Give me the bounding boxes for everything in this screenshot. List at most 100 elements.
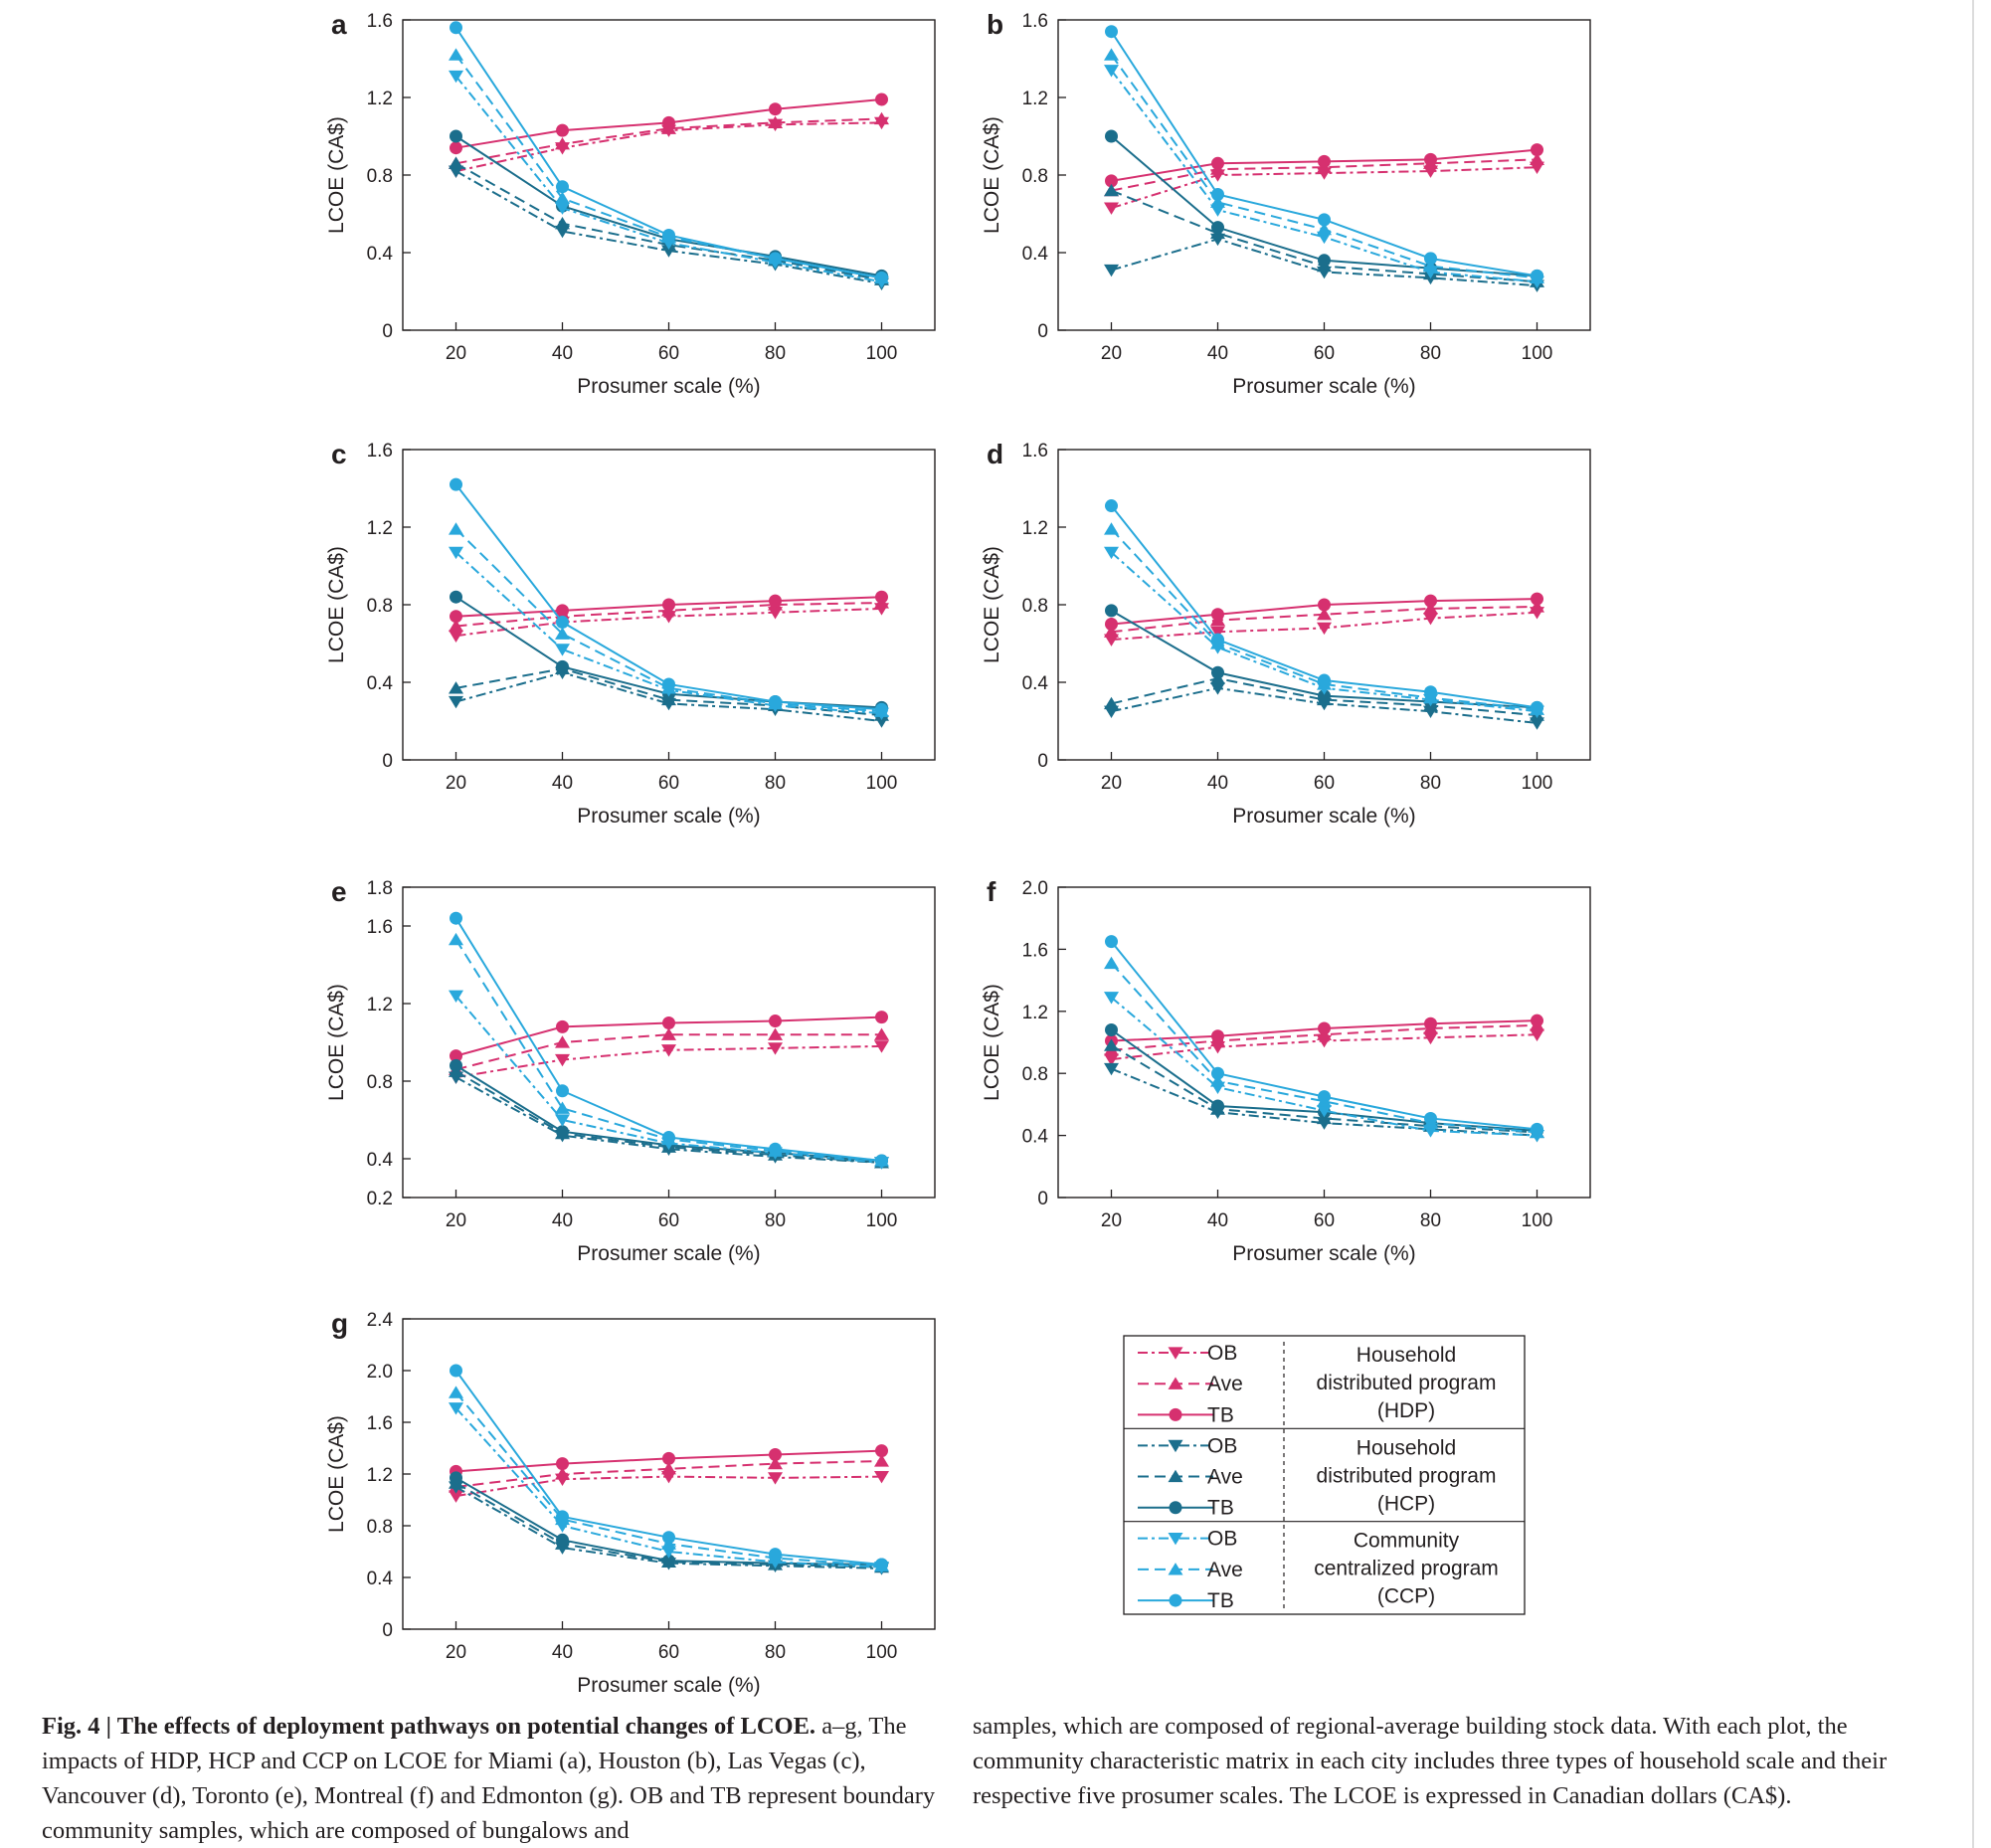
x-tick-label: 40 bbox=[552, 343, 573, 364]
chart-panel-f: f 0 0.4 0.8 1.2 1.6 2.0 20 40 60 80 100 Prosumer sca… bbox=[981, 876, 1591, 1265]
data-point-hcp-tb bbox=[556, 1125, 569, 1139]
data-point-hcp-ob bbox=[1210, 682, 1225, 695]
x-tick-label: 80 bbox=[1420, 1210, 1441, 1231]
y-tick-label: 1.2 bbox=[1022, 89, 1048, 109]
legend-marker-ccp-ob bbox=[1168, 1533, 1183, 1546]
data-point-ccp-ave bbox=[1423, 259, 1438, 273]
y-tick-label: 1.8 bbox=[367, 878, 393, 899]
data-point-hdp-ave bbox=[874, 111, 889, 125]
data-point-ccp-ob bbox=[1104, 992, 1119, 1005]
legend-marker-hdp-ob bbox=[1168, 1347, 1183, 1360]
y-tick-label: 1.6 bbox=[367, 1413, 393, 1434]
x-tick-label: 40 bbox=[1207, 1210, 1228, 1231]
data-point-hcp-tb bbox=[556, 1533, 569, 1547]
x-tick-label: 20 bbox=[446, 773, 466, 794]
data-point-ccp-tb bbox=[1424, 1111, 1437, 1125]
x-axis-label: Prosumer scale (%) bbox=[1232, 805, 1415, 828]
y-tick-label: 0.8 bbox=[367, 166, 393, 187]
y-tick-label: 0.4 bbox=[367, 1569, 394, 1589]
y-tick-label: 0.8 bbox=[1022, 596, 1048, 617]
data-point-hcp-ave bbox=[449, 681, 463, 694]
y-tick-label: 0 bbox=[1037, 321, 1048, 342]
y-tick-label: 0 bbox=[1037, 751, 1048, 772]
figure-caption-left: Fig. 4 | The effects of deployment pathw… bbox=[42, 1709, 937, 1848]
chart-panel-d: d 0 0.4 0.8 1.2 1.6 20 40 60 80 100 Prosumer scale … bbox=[981, 439, 1591, 828]
panel-label: c bbox=[331, 439, 347, 469]
data-point-ccp-ob bbox=[1104, 65, 1119, 78]
data-point-hdp-tb bbox=[1424, 594, 1437, 608]
panel-label: f bbox=[987, 876, 996, 907]
x-axis-label: Prosumer scale (%) bbox=[577, 1242, 760, 1265]
data-point-hdp-ob bbox=[874, 1040, 889, 1053]
data-point-ccp-tb bbox=[1105, 25, 1118, 39]
series-line-hcp-ave bbox=[1110, 1044, 1538, 1134]
series-line-hcp-ob bbox=[455, 671, 882, 722]
data-point-hdp-ob bbox=[1210, 626, 1225, 640]
x-tick-label: 40 bbox=[552, 1210, 573, 1231]
data-point-ccp-tb bbox=[450, 21, 462, 35]
data-point-hcp-ob bbox=[1104, 1062, 1119, 1076]
data-point-hdp-tb bbox=[450, 1049, 462, 1063]
data-point-hcp-tb bbox=[662, 1554, 675, 1568]
y-tick-label: 1.2 bbox=[367, 518, 393, 539]
data-point-ccp-tb bbox=[1531, 1122, 1543, 1136]
data-point-hdp-ob bbox=[874, 1470, 889, 1484]
data-point-ccp-tb bbox=[556, 180, 569, 194]
data-point-ccp-ob bbox=[449, 70, 463, 84]
x-tick-label: 60 bbox=[1314, 773, 1335, 794]
data-point-hdp-ob bbox=[661, 1044, 676, 1057]
data-point-ccp-tb bbox=[1424, 252, 1437, 266]
x-axis-label: Prosumer scale (%) bbox=[577, 805, 760, 828]
y-tick-label: 1.6 bbox=[1022, 441, 1048, 462]
x-tick-label: 100 bbox=[1522, 773, 1553, 794]
legend-group-description: distributed program bbox=[1317, 1372, 1497, 1394]
data-point-hcp-tb bbox=[1105, 604, 1118, 618]
caption-text-left: a–g, The impacts of HDP, HCP and CCP on … bbox=[42, 1713, 936, 1844]
data-point-hdp-tb bbox=[1318, 598, 1331, 612]
data-point-hdp-tb bbox=[556, 604, 569, 618]
x-tick-label: 20 bbox=[446, 1210, 466, 1231]
figure-caption-right: samples, which are composed of regional-… bbox=[973, 1709, 1888, 1813]
y-tick-label: 0.2 bbox=[367, 1189, 393, 1209]
legend-marker-hcp-ob bbox=[1168, 1439, 1183, 1453]
data-point-ccp-tb bbox=[769, 252, 782, 266]
data-point-ccp-ob bbox=[555, 202, 570, 215]
y-tick-label: 0.8 bbox=[367, 1517, 393, 1538]
data-point-hdp-tb bbox=[450, 610, 462, 624]
x-tick-label: 40 bbox=[552, 1642, 573, 1663]
data-point-ccp-ave bbox=[449, 1386, 463, 1398]
data-point-ccp-tb bbox=[556, 1510, 569, 1524]
legend-item-label: Ave bbox=[1207, 1466, 1243, 1489]
data-point-ccp-tb bbox=[769, 1142, 782, 1156]
y-tick-label: 1.2 bbox=[367, 995, 393, 1016]
data-point-hdp-ob bbox=[449, 1490, 463, 1503]
data-point-hdp-tb bbox=[1424, 1016, 1437, 1030]
data-point-ccp-tb bbox=[1318, 673, 1331, 687]
x-tick-label: 80 bbox=[765, 1642, 786, 1663]
data-point-hdp-tb bbox=[1211, 1029, 1224, 1043]
data-point-hdp-ave bbox=[555, 137, 570, 150]
data-point-hdp-ave bbox=[555, 1035, 570, 1048]
data-point-hdp-ave bbox=[661, 1027, 676, 1040]
y-tick-label: 0.4 bbox=[1022, 673, 1049, 694]
data-point-hcp-tb bbox=[556, 659, 569, 673]
series-line-ccp-ave bbox=[1110, 528, 1538, 711]
series-line-hdp-ave bbox=[1111, 158, 1538, 192]
data-point-ccp-tb bbox=[556, 1084, 569, 1098]
x-tick-label: 80 bbox=[1420, 343, 1441, 364]
y-tick-label: 2.0 bbox=[367, 1362, 393, 1383]
series-line-hdp-ave bbox=[455, 1033, 882, 1071]
data-point-ccp-ob bbox=[449, 990, 463, 1003]
data-point-hdp-tb bbox=[662, 1451, 675, 1465]
x-tick-label: 60 bbox=[658, 343, 679, 364]
caption-title: Fig. 4 | The effects of deployment pathw… bbox=[42, 1713, 816, 1740]
data-point-hdp-ave bbox=[1530, 152, 1544, 166]
x-tick-label: 100 bbox=[866, 1210, 898, 1231]
caption-text-right: samples, which are composed of regional-… bbox=[973, 1713, 1888, 1809]
y-tick-label: 0.8 bbox=[1022, 1064, 1048, 1085]
y-tick-label: 0.8 bbox=[1022, 166, 1048, 187]
x-tick-label: 20 bbox=[446, 1642, 466, 1663]
series-line-ccp-ob bbox=[1110, 996, 1538, 1137]
data-point-hcp-tb bbox=[450, 1471, 462, 1485]
